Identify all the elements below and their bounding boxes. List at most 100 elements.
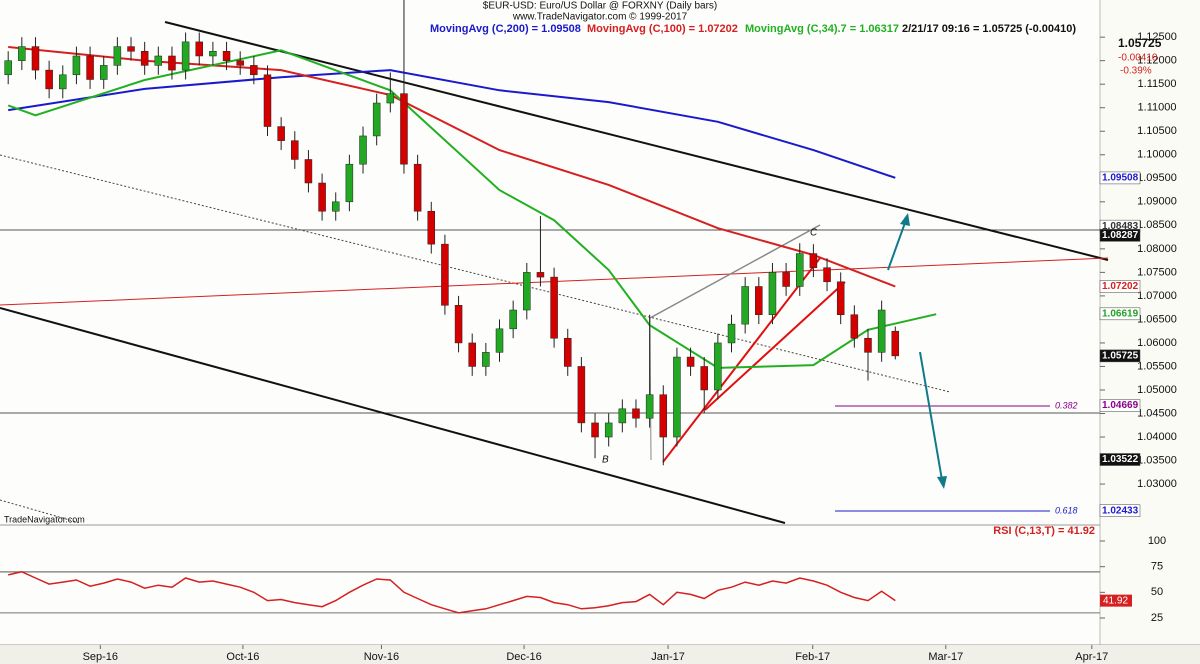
price-label: 1.05725 bbox=[1102, 351, 1139, 362]
y-tick-label: 1.06500 bbox=[1137, 313, 1177, 325]
price-label: 1.07202 bbox=[1102, 281, 1139, 292]
candle-body bbox=[632, 408, 640, 419]
line bbox=[8, 46, 896, 288]
candle-body bbox=[891, 330, 900, 357]
price-label: 1.06619 bbox=[1102, 308, 1139, 319]
candle-body bbox=[727, 323, 736, 344]
candle-body bbox=[468, 342, 476, 367]
y-tick-label: 75 bbox=[1151, 561, 1163, 573]
quote-last: 1.05725 bbox=[1118, 36, 1162, 50]
candle-body bbox=[304, 159, 313, 184]
candle-body bbox=[140, 51, 149, 66]
y-tick-label: 1.03000 bbox=[1137, 478, 1177, 490]
x-tick-label: Sep-16 bbox=[83, 651, 118, 663]
candle-body bbox=[263, 74, 272, 127]
candle-body bbox=[591, 422, 599, 438]
wedge-line bbox=[662, 257, 821, 463]
y-tick-label: 1.11500 bbox=[1138, 78, 1177, 90]
axis-panel bbox=[1100, 0, 1200, 645]
price-label: 1.02433 bbox=[1102, 505, 1139, 516]
y-tick-label: 1.04000 bbox=[1137, 431, 1177, 443]
line bbox=[8, 571, 896, 614]
y-tick-label: 1.08000 bbox=[1137, 243, 1177, 255]
candle-body bbox=[645, 394, 654, 419]
candle-body bbox=[673, 356, 681, 438]
wedge-line bbox=[704, 281, 846, 411]
y-tick-label: 1.10000 bbox=[1137, 149, 1177, 161]
candle-body bbox=[659, 394, 668, 438]
arrow-head bbox=[900, 213, 910, 226]
legend-entry: MovingAvg (C,200) = 1.09508 bbox=[430, 23, 581, 35]
y-tick-label: 1.12500 bbox=[1137, 31, 1177, 43]
quote-change-pct: -0.39% bbox=[1120, 66, 1152, 77]
candle-body bbox=[99, 65, 108, 80]
x-tick-label: Mar-17 bbox=[928, 651, 963, 663]
candle-body bbox=[536, 272, 545, 278]
y-tick-label: 1.11000 bbox=[1138, 102, 1177, 114]
arrow bbox=[887, 219, 907, 271]
candle-body bbox=[345, 163, 354, 203]
candle-body bbox=[755, 286, 763, 315]
candle-body bbox=[59, 74, 67, 90]
candle-body bbox=[796, 253, 804, 287]
candle-body bbox=[222, 51, 231, 61]
candle-body bbox=[618, 408, 627, 424]
plot: 1.03000 1.03500 1.04000 1.04500 1.05000 1.055… bbox=[0, 0, 1177, 663]
candle-body bbox=[31, 46, 40, 71]
price-label-box bbox=[1099, 399, 1141, 412]
candle-body bbox=[86, 55, 94, 80]
candle-body bbox=[441, 243, 449, 306]
channel-line bbox=[164, 21, 1109, 261]
y-tick-label: 25 bbox=[1151, 612, 1163, 624]
price-label-box bbox=[1099, 229, 1141, 242]
candle-body bbox=[291, 140, 299, 160]
candle-body bbox=[318, 182, 326, 212]
candle-body bbox=[550, 276, 558, 339]
x-tick-label: Oct-16 bbox=[226, 651, 259, 663]
wave-label: B bbox=[602, 455, 609, 466]
y-tick-label: 1.09000 bbox=[1137, 196, 1177, 208]
candle-body bbox=[482, 352, 490, 367]
candle-body bbox=[864, 337, 872, 353]
x-tick-label: Feb-17 bbox=[795, 651, 830, 663]
price-label-box bbox=[1099, 453, 1141, 466]
y-tick-label: 1.12000 bbox=[1137, 55, 1177, 67]
status: 2/21/17 09:16 = 1.05725 (-0.00410) bbox=[902, 23, 1076, 35]
wedge-line bbox=[649, 317, 652, 461]
y-tick-label: 1.04500 bbox=[1137, 407, 1177, 419]
candle-body bbox=[113, 46, 122, 66]
candle-body bbox=[714, 342, 722, 391]
candle-body bbox=[209, 51, 217, 57]
price-label: 1.04669 bbox=[1102, 400, 1139, 411]
dotted-line bbox=[0, 499, 81, 524]
candle-body bbox=[386, 93, 395, 104]
line bbox=[8, 69, 896, 179]
rsi-label: 41.92 bbox=[1103, 595, 1128, 606]
candle-body bbox=[877, 309, 886, 353]
dotted-line bbox=[0, 154, 951, 393]
arrow bbox=[919, 351, 943, 481]
fib-label: 0.618 bbox=[1055, 505, 1078, 515]
arrow-head bbox=[937, 476, 947, 489]
candle-body bbox=[700, 366, 708, 391]
price-label-box bbox=[1099, 171, 1141, 185]
x-tick-label: Apr-17 bbox=[1075, 651, 1108, 663]
quote-change: -0.00410 bbox=[1118, 53, 1158, 64]
candle-body bbox=[836, 281, 845, 315]
candle-body bbox=[413, 163, 422, 212]
legend-entry: MovingAvg (C,34).7 = 1.06317 bbox=[745, 23, 899, 35]
y-tick-label: 1.05000 bbox=[1137, 384, 1177, 396]
candle-body bbox=[741, 286, 749, 325]
wedge-line bbox=[649, 224, 821, 319]
candle-body bbox=[372, 102, 381, 137]
y-tick-label: 1.03500 bbox=[1137, 454, 1177, 466]
fib-label: 0.382 bbox=[1055, 400, 1078, 410]
candle-body bbox=[809, 253, 818, 268]
y-tick-label: 100 bbox=[1148, 535, 1166, 547]
candle-body bbox=[18, 46, 26, 61]
date-axis bbox=[0, 645, 1200, 664]
price-label: 1.08483 bbox=[1102, 221, 1139, 232]
price-label-box bbox=[1099, 307, 1141, 321]
chart-subtitle: www.TradeNavigator.com © 1999-2017 bbox=[512, 12, 688, 23]
